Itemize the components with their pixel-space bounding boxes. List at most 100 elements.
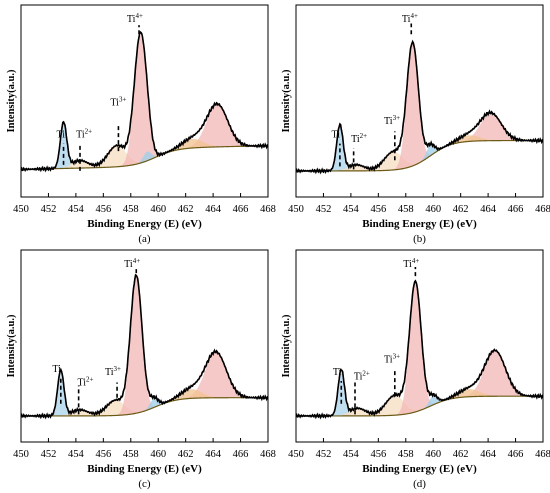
x-tick-label: 454 (68, 449, 85, 460)
plot-frame (295, 4, 544, 198)
chart-panel: Ti Ti2+ Ti3+ Ti4+ 450 452 454 456 458 460 462 464 46… (281, 4, 550, 245)
measured-line (20, 30, 269, 173)
state-label: Ti3+ (105, 365, 121, 378)
x-tick-label: 452 (316, 449, 332, 460)
peak-component (49, 399, 182, 416)
x-tick-label: 454 (343, 449, 360, 460)
x-tick-label: 454 (68, 204, 85, 215)
x-tick-label: 466 (508, 449, 524, 460)
x-tick-label: 460 (150, 449, 166, 460)
x-tick-label: 466 (233, 204, 249, 215)
state-label: Ti4+ (403, 257, 419, 270)
peak-component (404, 395, 463, 415)
peak-component (125, 398, 183, 415)
x-axis-label: Binding Energy (E) (eV) (87, 218, 202, 230)
state-label: Ti (52, 364, 61, 375)
y-axis-label: Intensity(a.u.) (281, 314, 292, 378)
x-tick-label: 456 (95, 204, 111, 215)
x-tick-label: 456 (95, 449, 111, 460)
x-tick-label: 450 (13, 449, 29, 460)
plot-frame (20, 249, 269, 443)
x-tick-label: 466 (233, 449, 249, 460)
x-tick-label: 460 (425, 449, 441, 460)
chart-panel: Ti Ti2+ Ti3+ Ti4+ 450 452 454 456 458 460 462 464 46… (6, 4, 276, 245)
peak-component (395, 389, 543, 416)
chart-panel: Ti Ti2+ Ti3+ Ti4+ 450 452 454 456 458 460 462 464 46… (281, 249, 550, 490)
background-line (20, 145, 269, 170)
x-tick-label: 450 (13, 204, 29, 215)
peak-component (327, 142, 460, 171)
peak-component (374, 282, 457, 416)
x-tick-label: 462 (178, 449, 194, 460)
x-tick-label: 450 (288, 204, 304, 215)
panel-caption: (d) (413, 478, 426, 490)
measured-line (295, 39, 544, 175)
peak-component (298, 164, 414, 171)
x-tick-label: 452 (316, 204, 332, 215)
peak-component (328, 395, 461, 416)
peak-component (143, 104, 268, 162)
state-label: Ti4+ (127, 12, 143, 25)
background-line (21, 397, 268, 417)
x-tick-label: 468 (535, 449, 550, 460)
plot-frame (20, 4, 269, 198)
chart-panel: Ti Ti2+ Ti3+ Ti4+ 450 452 454 456 458 460 462 464 46… (6, 249, 276, 490)
state-label: Ti4+ (124, 257, 140, 270)
x-tick-label: 464 (205, 204, 222, 215)
background-line (296, 139, 543, 172)
state-label: Ti2+ (354, 369, 370, 382)
state-label: Ti2+ (77, 376, 93, 389)
state-label: Ti2+ (76, 127, 92, 140)
panel-caption: (b) (413, 233, 426, 245)
y-axis-label: Intensity(a.u.) (6, 314, 17, 378)
x-tick-label: 462 (453, 449, 469, 460)
state-label: Ti3+ (384, 114, 400, 127)
x-tick-label: 452 (41, 204, 57, 215)
x-axis-label: Binding Energy (E) (eV) (87, 463, 202, 475)
state-label: Ti4+ (402, 12, 418, 25)
plot-frame (295, 249, 544, 443)
peak-component (51, 145, 183, 169)
peak-component (95, 276, 178, 416)
peak-component (118, 150, 177, 167)
x-tick-label: 458 (398, 449, 414, 460)
state-label: Ti3+ (110, 96, 126, 109)
peak-component (371, 44, 454, 171)
x-tick-label: 456 (370, 204, 386, 215)
x-tick-label: 464 (205, 449, 222, 460)
x-tick-label: 458 (123, 204, 139, 215)
y-axis-label: Intensity(a.u.) (6, 69, 17, 133)
peak-component (97, 35, 183, 168)
background-line (296, 395, 543, 417)
x-tick-label: 464 (480, 449, 497, 460)
x-tick-label: 468 (535, 204, 550, 215)
x-tick-label: 460 (425, 204, 441, 215)
peak-component (118, 138, 267, 167)
measured-line (20, 273, 269, 420)
x-tick-label: 460 (150, 204, 166, 215)
x-tick-label: 468 (260, 449, 276, 460)
x-tick-label: 466 (508, 204, 524, 215)
peak-component (117, 389, 265, 416)
x-axis-label: Binding Energy (E) (eV) (362, 218, 477, 230)
x-tick-label: 456 (370, 449, 386, 460)
state-label: Ti3+ (384, 353, 400, 366)
measured-line (295, 279, 544, 420)
x-tick-label: 462 (453, 204, 469, 215)
x-tick-label: 450 (288, 449, 304, 460)
x-tick-label: 454 (343, 204, 360, 215)
x-tick-label: 452 (41, 449, 57, 460)
peak-component (22, 160, 138, 170)
x-tick-label: 462 (178, 204, 194, 215)
panel-caption: (c) (138, 478, 151, 490)
y-axis-label: Intensity(a.u.) (281, 69, 292, 133)
panel-caption: (a) (138, 233, 151, 245)
peak-component (141, 352, 268, 412)
state-label: Ti (333, 367, 342, 378)
peak-component (300, 408, 416, 416)
peak-component (317, 125, 362, 171)
peak-component (22, 409, 138, 416)
x-axis-label: Binding Energy (E) (eV) (362, 463, 477, 475)
peak-component (420, 350, 543, 411)
